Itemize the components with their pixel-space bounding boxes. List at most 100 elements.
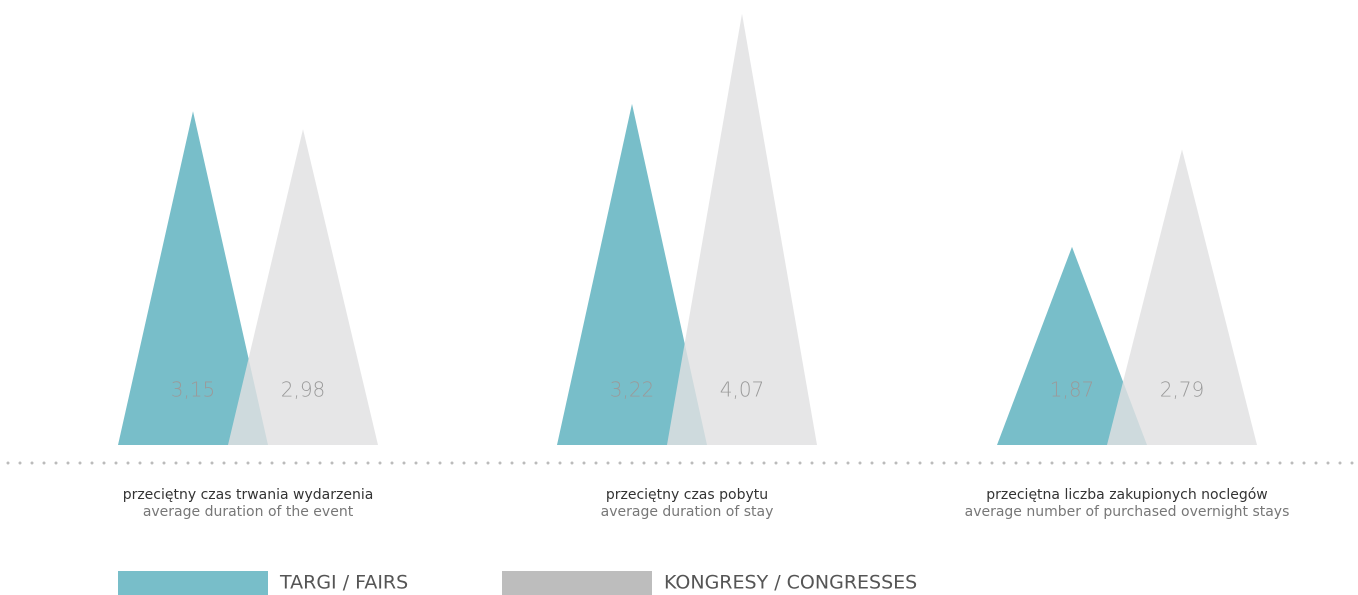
dot: [870, 461, 874, 465]
dot: [282, 461, 286, 465]
value-label: 3,22: [610, 378, 655, 402]
dot: [270, 461, 274, 465]
value-label: 1,87: [1050, 378, 1095, 402]
dot: [1338, 461, 1342, 465]
dot: [198, 461, 202, 465]
dot: [6, 461, 10, 465]
dot: [1230, 461, 1234, 465]
legend-swatch: [502, 571, 652, 595]
dot: [42, 461, 46, 465]
category-subtitle: average duration of stay: [601, 504, 774, 520]
dot: [186, 461, 190, 465]
legend-label: TARGI / FAIRS: [279, 572, 408, 594]
dot: [798, 461, 802, 465]
dot: [1098, 461, 1102, 465]
dot: [630, 461, 634, 465]
value-label: 3,15: [171, 378, 216, 402]
dot: [498, 461, 502, 465]
dot: [54, 461, 58, 465]
category-label: przeciętna liczba zakupionych noclegów: [986, 487, 1267, 503]
dot: [1350, 461, 1354, 465]
dot: [906, 461, 910, 465]
dot: [846, 461, 850, 465]
dot: [1182, 461, 1186, 465]
dot: [726, 461, 730, 465]
dot: [138, 461, 142, 465]
dot: [1122, 461, 1126, 465]
dot: [714, 461, 718, 465]
dot: [18, 461, 22, 465]
dot: [114, 461, 118, 465]
dot: [414, 461, 418, 465]
dot: [858, 461, 862, 465]
dot: [126, 461, 130, 465]
dot: [1158, 461, 1162, 465]
dot: [1326, 461, 1330, 465]
dot: [822, 461, 826, 465]
dot: [378, 461, 382, 465]
dot: [210, 461, 214, 465]
dot: [1194, 461, 1198, 465]
dot: [1254, 461, 1258, 465]
dot: [966, 461, 970, 465]
dot: [642, 461, 646, 465]
dot: [834, 461, 838, 465]
value-label: 2,98: [281, 378, 326, 402]
dot: [474, 461, 478, 465]
dot: [1134, 461, 1138, 465]
dot: [1278, 461, 1282, 465]
dot: [1050, 461, 1054, 465]
triangle-bar: [997, 246, 1147, 445]
dot: [246, 461, 250, 465]
dot: [582, 461, 586, 465]
triangle-bar: [557, 103, 707, 445]
dot: [1110, 461, 1114, 465]
dot: [978, 461, 982, 465]
triangle-bar: [228, 129, 378, 445]
dot: [618, 461, 622, 465]
dot: [942, 461, 946, 465]
dot: [1302, 461, 1306, 465]
dot: [462, 461, 466, 465]
dot: [174, 461, 178, 465]
dot: [762, 461, 766, 465]
dot: [1266, 461, 1270, 465]
dot: [402, 461, 406, 465]
category-subtitle: average number of purchased overnight st…: [965, 504, 1290, 520]
dot: [1290, 461, 1294, 465]
value-label: 4,07: [720, 378, 765, 402]
dot: [510, 461, 514, 465]
dot: [102, 461, 106, 465]
dot: [522, 461, 526, 465]
dot: [438, 461, 442, 465]
dot: [774, 461, 778, 465]
dot: [450, 461, 454, 465]
dot: [750, 461, 754, 465]
dot: [786, 461, 790, 465]
dot: [654, 461, 658, 465]
dot: [318, 461, 322, 465]
dot: [90, 461, 94, 465]
dot: [222, 461, 226, 465]
dot: [1314, 461, 1318, 465]
dot: [1170, 461, 1174, 465]
dot: [882, 461, 886, 465]
dot: [894, 461, 898, 465]
dot: [1218, 461, 1222, 465]
dot: [558, 461, 562, 465]
dot: [1014, 461, 1018, 465]
dot: [306, 461, 310, 465]
dot: [1026, 461, 1030, 465]
dot: [954, 461, 958, 465]
legend-label: KONGRESY / CONGRESSES: [664, 572, 917, 594]
dot: [258, 461, 262, 465]
dot: [1002, 461, 1006, 465]
triangle-bar: [1107, 149, 1257, 445]
dot: [342, 461, 346, 465]
dot: [594, 461, 598, 465]
triangle-bar: [667, 13, 817, 446]
dot: [366, 461, 370, 465]
dot: [1074, 461, 1078, 465]
dot: [390, 461, 394, 465]
